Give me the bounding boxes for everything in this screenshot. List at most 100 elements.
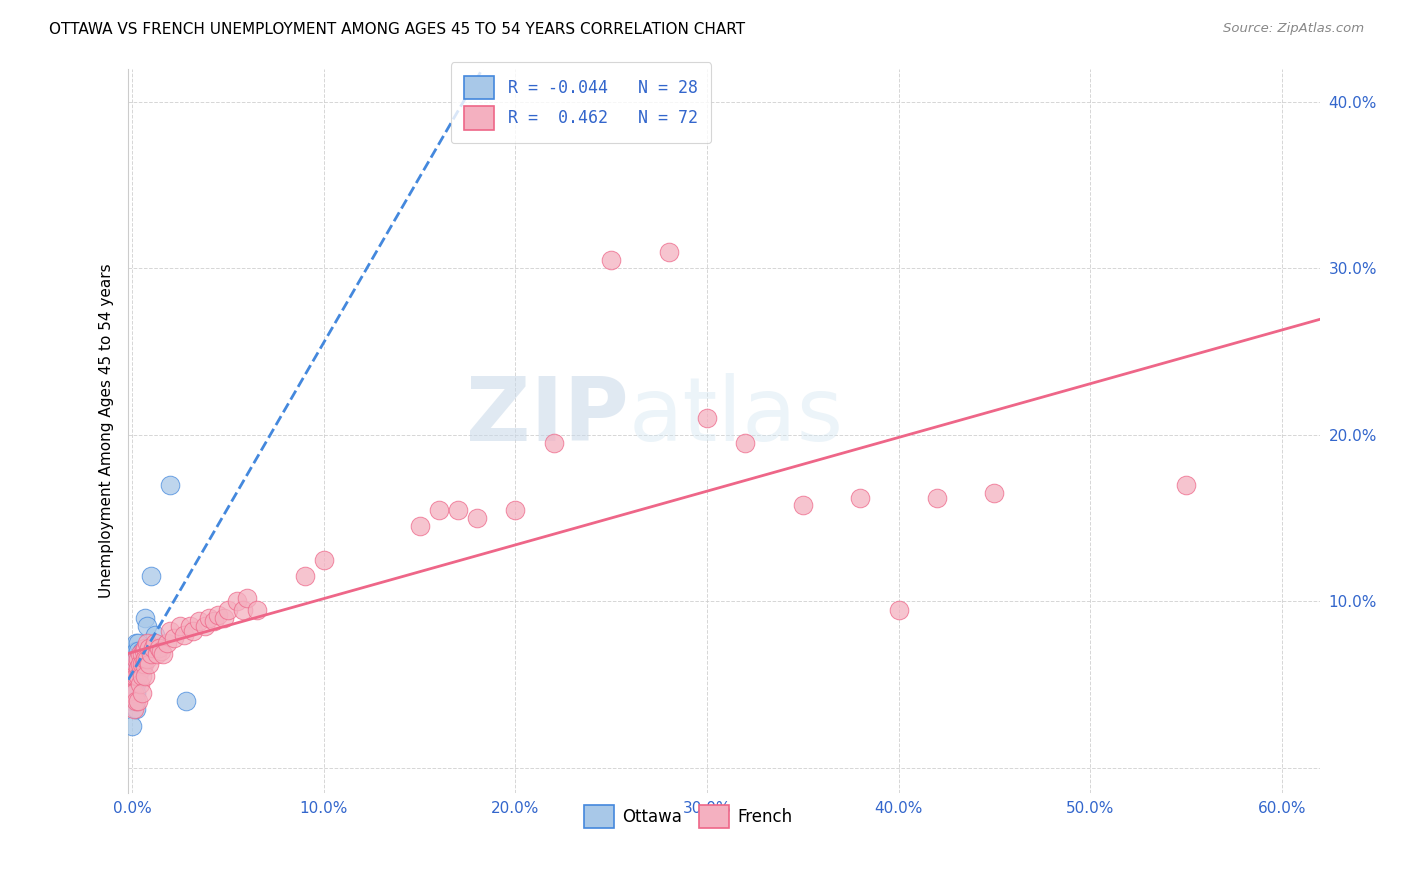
Point: [197, 611, 219, 625]
Point: [1175, 477, 1198, 491]
Point: [983, 486, 1005, 500]
Point: [658, 244, 681, 259]
Point: [136, 636, 159, 650]
Point: [849, 491, 872, 505]
Point: [887, 602, 910, 616]
Point: [148, 640, 170, 655]
Point: [127, 661, 149, 675]
Point: [125, 669, 148, 683]
Point: [226, 594, 249, 608]
Point: [236, 591, 259, 605]
Point: [505, 502, 527, 516]
Point: [207, 607, 229, 622]
Point: [122, 661, 145, 675]
Point: [136, 652, 159, 666]
Point: [141, 569, 163, 583]
Text: OTTAWA VS FRENCH UNEMPLOYMENT AMONG AGES 45 TO 54 YEARS CORRELATION CHART: OTTAWA VS FRENCH UNEMPLOYMENT AMONG AGES…: [49, 22, 745, 37]
Point: [121, 694, 143, 708]
Point: [600, 252, 623, 267]
Point: [134, 652, 156, 666]
Point: [173, 627, 195, 641]
Point: [125, 694, 148, 708]
Point: [131, 648, 153, 662]
Point: [125, 661, 148, 675]
Point: [142, 640, 165, 655]
Point: [132, 657, 155, 672]
Point: [138, 657, 160, 672]
Point: [125, 636, 148, 650]
Point: [163, 631, 186, 645]
Point: [125, 677, 148, 691]
Y-axis label: Unemployment Among Ages 45 to 54 years: Unemployment Among Ages 45 to 54 years: [100, 263, 114, 598]
Point: [179, 619, 201, 633]
Point: [792, 498, 814, 512]
Point: [131, 686, 153, 700]
Point: [125, 644, 148, 658]
Point: [128, 677, 150, 691]
Point: [125, 702, 148, 716]
Point: [134, 669, 156, 683]
Point: [134, 611, 156, 625]
Point: [131, 669, 153, 683]
Point: [138, 640, 160, 655]
Point: [232, 602, 254, 616]
Point: [696, 411, 718, 425]
Point: [121, 686, 143, 700]
Point: [125, 652, 148, 666]
Point: [125, 669, 148, 683]
Point: [122, 686, 145, 700]
Point: [121, 652, 143, 666]
Point: [131, 644, 153, 658]
Point: [159, 477, 181, 491]
Point: [141, 648, 163, 662]
Point: [312, 552, 335, 566]
Point: [128, 657, 150, 672]
Point: [204, 614, 226, 628]
Point: [925, 491, 948, 505]
Point: [131, 657, 153, 672]
Point: [121, 669, 143, 683]
Point: [169, 619, 191, 633]
Text: Source: ZipAtlas.com: Source: ZipAtlas.com: [1223, 22, 1364, 36]
Point: [447, 502, 470, 516]
Point: [132, 644, 155, 658]
Point: [127, 636, 149, 650]
Point: [125, 686, 148, 700]
Point: [121, 719, 143, 733]
Point: [212, 611, 235, 625]
Point: [183, 624, 205, 639]
Point: [143, 636, 166, 650]
Point: [217, 602, 239, 616]
Point: [127, 661, 149, 675]
Point: [127, 652, 149, 666]
Point: [149, 644, 172, 658]
Point: [408, 519, 430, 533]
Point: [159, 624, 181, 639]
Point: [152, 648, 174, 662]
Point: [131, 661, 153, 675]
Point: [128, 648, 150, 662]
Point: [134, 640, 156, 655]
Point: [121, 677, 143, 691]
Point: [246, 602, 269, 616]
Point: [122, 702, 145, 716]
Point: [174, 694, 197, 708]
Point: [131, 652, 153, 666]
Point: [543, 436, 565, 450]
Point: [143, 627, 166, 641]
Point: [294, 569, 316, 583]
Point: [121, 661, 143, 675]
Point: [146, 648, 169, 662]
Point: [127, 694, 149, 708]
Point: [127, 644, 149, 658]
Point: [125, 652, 148, 666]
Point: [188, 614, 211, 628]
Point: [194, 619, 217, 633]
Point: [734, 436, 756, 450]
Point: [127, 669, 149, 683]
Point: [122, 669, 145, 683]
Point: [127, 669, 149, 683]
Text: atlas: atlas: [628, 373, 844, 459]
Point: [155, 636, 177, 650]
Text: ZIP: ZIP: [465, 373, 628, 459]
